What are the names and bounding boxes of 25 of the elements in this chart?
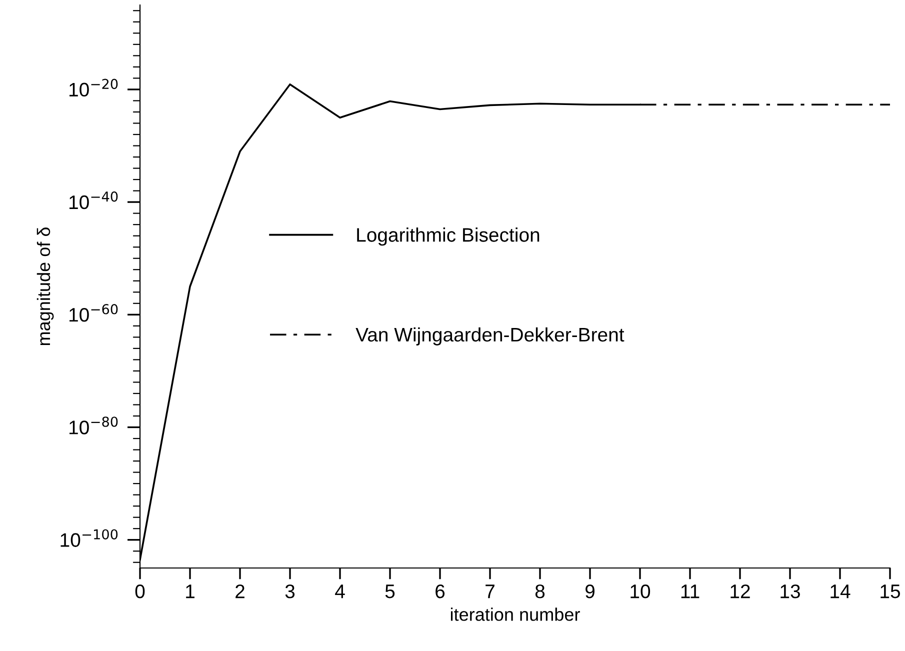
x-tick-label: 14 (830, 584, 850, 598)
x-tick-label: 5 (385, 584, 395, 598)
x-tick-label: 4 (335, 584, 345, 598)
legend-label: Logarithmic Bisection (357, 228, 540, 246)
x-tick-label: 12 (730, 584, 750, 598)
x-tick-label: 3 (285, 584, 295, 598)
x-tick-label: 9 (586, 584, 594, 598)
y-tick-label: 10$^{−80}$ (70, 416, 118, 434)
x-tick-label: 8 (535, 584, 545, 598)
x-tick-label: 2 (236, 584, 244, 598)
x-tick-label: 1 (186, 584, 194, 598)
y-tick-label: 10$^{−20}$ (70, 78, 118, 97)
y-tick-label: 10$^{−40}$ (70, 191, 118, 210)
x-tick-label: 15 (880, 584, 900, 598)
x-tick-label: 13 (780, 584, 800, 598)
y-tick-label: 10$^{−100}$ (60, 529, 118, 547)
x-tick-label: 6 (436, 584, 445, 598)
y-tick-label: 10$^{−60}$ (70, 304, 118, 322)
legend-label: Van Wijngaarden-Dekker-Brent (356, 327, 624, 346)
x-tick-label: 7 (486, 584, 494, 598)
x-axis-title: iteration number (450, 608, 580, 621)
y-axis-title: magnitude of δ (36, 228, 54, 346)
x-tick-label: 11 (681, 584, 700, 598)
x-tick-label: 0 (135, 584, 145, 598)
x-tick-label: 10 (630, 584, 650, 598)
